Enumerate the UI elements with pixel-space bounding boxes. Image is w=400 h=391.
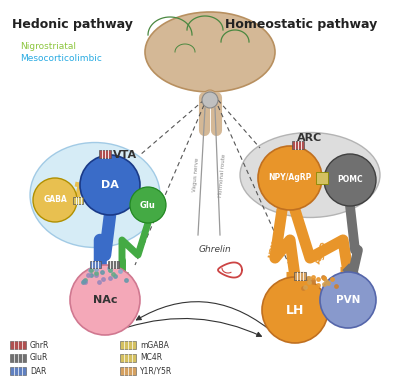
Text: ARC: ARC (297, 133, 323, 143)
FancyArrowPatch shape (128, 318, 261, 336)
Ellipse shape (145, 12, 275, 92)
Bar (120, 341, 136, 349)
Bar (108, 260, 118, 267)
Circle shape (320, 272, 376, 328)
Bar (73, 197, 83, 203)
Text: Hormonal route: Hormonal route (218, 153, 226, 197)
Text: DA: DA (101, 180, 119, 190)
Ellipse shape (30, 142, 160, 248)
Ellipse shape (203, 90, 217, 104)
Text: LH: LH (286, 303, 304, 316)
Circle shape (324, 154, 376, 206)
Text: VTA: VTA (113, 150, 137, 160)
Bar (10, 367, 26, 375)
Text: Nigrostriatal: Nigrostriatal (20, 42, 76, 51)
Text: Ghrelin: Ghrelin (199, 246, 231, 255)
Text: AgRP: AgRP (314, 240, 330, 265)
Text: MC4R: MC4R (140, 353, 162, 362)
Text: mGABA: mGABA (140, 341, 169, 350)
Text: GABA: GABA (43, 196, 67, 204)
Bar (294, 272, 306, 280)
Bar (10, 354, 26, 362)
Bar (90, 260, 100, 267)
Circle shape (33, 178, 77, 222)
Bar (120, 354, 136, 362)
Bar (292, 141, 304, 149)
Text: GluR: GluR (30, 353, 48, 362)
FancyArrowPatch shape (136, 302, 268, 328)
Circle shape (130, 187, 166, 223)
Text: Homeostatic pathway: Homeostatic pathway (225, 18, 377, 31)
Bar (120, 367, 136, 375)
Text: Mesocorticolimbic: Mesocorticolimbic (20, 54, 102, 63)
Circle shape (80, 155, 140, 215)
Circle shape (70, 265, 140, 335)
Text: NAc: NAc (93, 295, 117, 305)
Bar (99, 150, 111, 158)
Text: NPY: NPY (267, 240, 281, 260)
Circle shape (202, 92, 218, 108)
Text: POMC: POMC (337, 176, 363, 185)
Ellipse shape (240, 133, 380, 217)
Text: DAR: DAR (30, 366, 46, 375)
Circle shape (258, 146, 322, 210)
Text: Glu: Glu (140, 201, 156, 210)
Circle shape (262, 277, 328, 343)
Text: Y1R/Y5R: Y1R/Y5R (140, 366, 172, 375)
Text: GhrR: GhrR (30, 341, 49, 350)
Bar (10, 341, 26, 349)
Text: Hedonic pathway: Hedonic pathway (12, 18, 133, 31)
Text: NPY/AgRP: NPY/AgRP (268, 174, 312, 183)
Text: PVN: PVN (336, 295, 360, 305)
Text: Vagus nerve: Vagus nerve (192, 158, 200, 192)
